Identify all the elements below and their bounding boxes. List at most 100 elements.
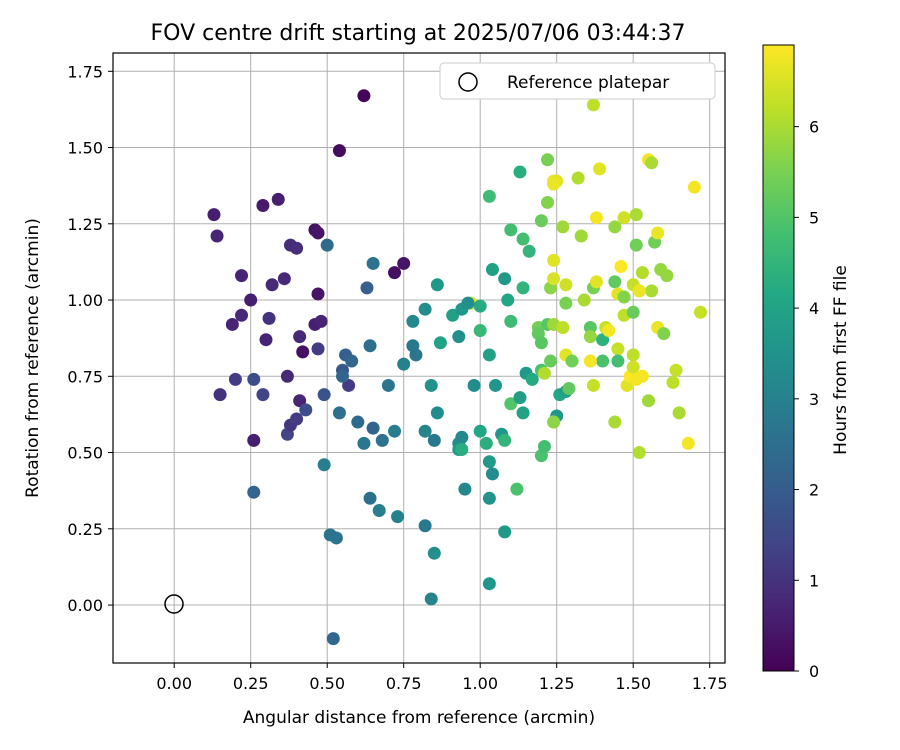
data-point xyxy=(559,278,573,292)
legend-label: Reference platepar xyxy=(507,73,669,93)
data-point xyxy=(280,369,294,383)
legend-open-circle-icon xyxy=(458,72,478,92)
data-point xyxy=(541,195,555,209)
y-axis-ticks: 0.00 0.25 0.50 0.75 1.00 1.25 1.50 1.75 xyxy=(67,62,113,615)
data-point xyxy=(571,171,585,185)
data-point xyxy=(473,424,487,438)
data-point xyxy=(565,354,579,368)
colorbar-tick-label: 3 xyxy=(809,390,819,409)
data-point xyxy=(271,192,285,206)
data-point xyxy=(510,482,524,496)
data-point xyxy=(406,314,420,328)
y-axis-label: Rotation from reference (arcmin) xyxy=(23,218,43,498)
data-point xyxy=(372,504,386,517)
data-point xyxy=(632,284,646,298)
data-point xyxy=(687,180,701,194)
data-point xyxy=(391,510,405,524)
colorbar-tick-label: 4 xyxy=(809,299,819,318)
x-tick-label: 1.25 xyxy=(539,674,575,693)
data-point xyxy=(635,266,649,280)
data-point xyxy=(332,144,346,158)
data-point xyxy=(669,363,683,377)
data-point xyxy=(366,421,380,435)
data-point xyxy=(586,378,600,392)
reference-platepar-marker xyxy=(164,594,184,614)
data-point xyxy=(235,269,249,283)
data-point xyxy=(320,238,334,252)
data-point xyxy=(311,287,325,301)
data-point xyxy=(617,211,631,225)
data-point xyxy=(345,354,359,368)
data-point xyxy=(247,372,261,386)
data-point xyxy=(660,269,674,283)
data-point xyxy=(397,357,411,371)
data-point xyxy=(277,272,291,286)
colorbar-gradient xyxy=(762,44,795,672)
data-point xyxy=(556,220,570,234)
data-point xyxy=(332,406,346,420)
data-point xyxy=(504,397,518,411)
data-point xyxy=(446,308,460,322)
data-point xyxy=(525,372,539,386)
data-point xyxy=(262,311,276,325)
data-point xyxy=(418,424,432,438)
data-point xyxy=(210,229,224,243)
data-point xyxy=(293,394,307,408)
data-point xyxy=(577,293,591,307)
data-point xyxy=(608,220,622,234)
data-point xyxy=(544,354,558,368)
data-point xyxy=(452,330,466,344)
data-point xyxy=(537,366,551,380)
data-point xyxy=(608,275,622,289)
colorbar: 0 1 2 3 4 5 6 Hours from first FF file xyxy=(762,44,851,681)
data-point xyxy=(381,378,395,392)
data-point xyxy=(397,256,411,270)
data-point xyxy=(485,263,499,277)
data-point xyxy=(228,372,242,386)
data-point xyxy=(589,275,603,289)
data-point xyxy=(611,354,625,368)
y-tick-label: 1.25 xyxy=(67,215,103,234)
data-point xyxy=(247,485,261,499)
data-point xyxy=(602,324,616,338)
data-point xyxy=(626,305,640,319)
data-point xyxy=(256,388,270,402)
data-point xyxy=(366,256,380,270)
data-point xyxy=(290,241,304,255)
data-point xyxy=(498,272,512,286)
data-point xyxy=(547,415,561,429)
legend: Reference platepar xyxy=(439,62,716,100)
data-point xyxy=(427,546,441,560)
data-point xyxy=(299,403,313,417)
data-point xyxy=(626,348,640,362)
data-point xyxy=(534,214,548,228)
data-point xyxy=(455,443,469,456)
data-point xyxy=(213,388,227,402)
data-point xyxy=(504,223,518,237)
data-point xyxy=(516,232,530,246)
data-point xyxy=(314,314,328,328)
data-point xyxy=(247,433,261,447)
data-point xyxy=(501,293,515,307)
data-point xyxy=(611,342,625,356)
y-tick-label: 0.75 xyxy=(67,367,103,386)
y-tick-label: 1.00 xyxy=(67,291,103,310)
y-tick-label: 0.00 xyxy=(67,596,103,615)
data-points xyxy=(207,89,708,646)
x-tick-label: 0.75 xyxy=(386,674,422,693)
data-point xyxy=(547,253,561,267)
data-point xyxy=(482,189,496,203)
data-point xyxy=(375,433,389,447)
data-point xyxy=(629,372,643,386)
data-point xyxy=(626,360,640,374)
x-axis-ticks: 0.00 0.25 0.50 0.75 1.00 1.25 1.50 1.75 xyxy=(156,663,728,693)
data-point xyxy=(363,491,377,505)
data-point xyxy=(482,348,496,362)
x-tick-label: 0.00 xyxy=(156,674,192,693)
data-point xyxy=(522,244,536,258)
data-point xyxy=(290,412,304,426)
data-point xyxy=(427,433,441,447)
data-point xyxy=(357,89,371,103)
data-point xyxy=(694,305,708,319)
